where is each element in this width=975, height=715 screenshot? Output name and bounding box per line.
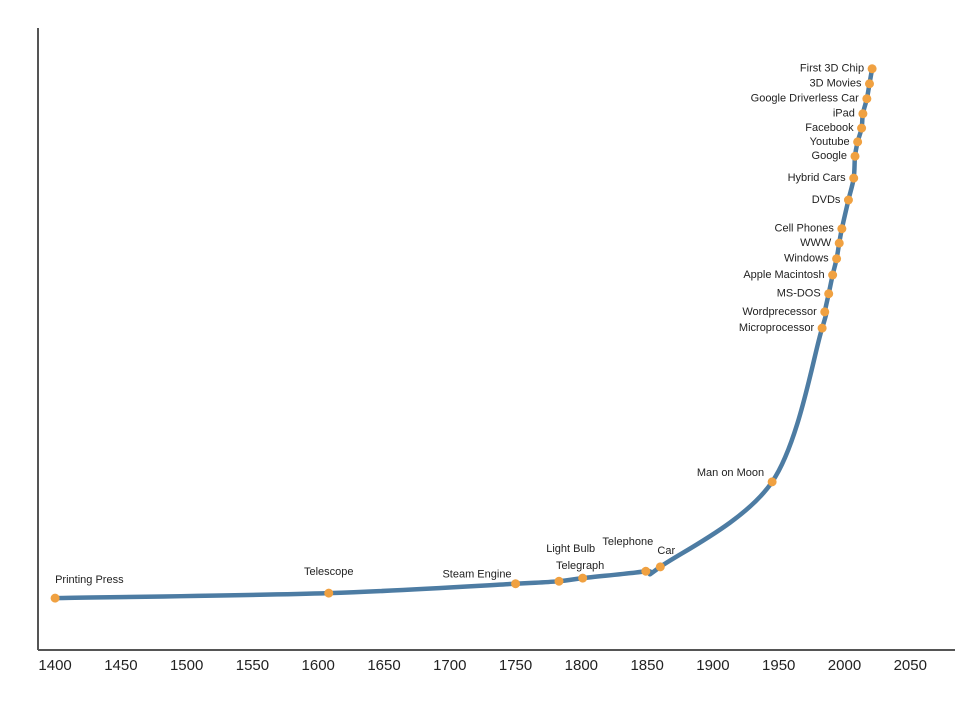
event-label: Man on Moon: [697, 467, 764, 479]
event-point: [554, 576, 564, 586]
x-tick-label: 1800: [565, 657, 598, 674]
x-tick-label: 1750: [499, 657, 532, 674]
event-label: Google Driverless Car: [751, 93, 860, 105]
event-point: [324, 588, 334, 598]
event-label: Youtube: [810, 136, 850, 148]
event-point: [817, 323, 827, 333]
event-label: Google: [812, 150, 847, 162]
x-tick-label: 1850: [630, 657, 663, 674]
event-point: [832, 254, 842, 264]
event-label: Telegraph: [556, 560, 604, 572]
event-point: [837, 224, 847, 234]
event-label: First 3D Chip: [800, 63, 864, 75]
x-tick-label: 1700: [433, 657, 466, 674]
event-label: Light Bulb: [546, 543, 595, 555]
x-tick-label: 1500: [170, 657, 203, 674]
event-point: [843, 195, 853, 205]
event-label: MS-DOS: [777, 288, 821, 300]
x-tick-label: 1600: [302, 657, 335, 674]
event-point: [862, 94, 872, 104]
x-tick-label: 1450: [104, 657, 137, 674]
event-label: Microprocessor: [739, 322, 815, 334]
x-tick-label: 2050: [894, 657, 927, 674]
event-point: [641, 566, 651, 576]
event-label: Facebook: [805, 122, 854, 134]
event-point: [834, 238, 844, 248]
event-point: [864, 79, 874, 89]
event-label: 3D Movies: [810, 78, 862, 90]
event-label: iPad: [833, 108, 855, 120]
event-point: [767, 477, 777, 487]
event-label: Steam Engine: [442, 569, 511, 581]
event-point: [850, 151, 860, 161]
x-tick-label: 1950: [762, 657, 795, 674]
event-label: DVDs: [812, 194, 841, 206]
event-point: [824, 289, 834, 299]
event-label: Telescope: [304, 566, 354, 578]
event-point: [578, 573, 588, 583]
event-label: Windows: [784, 253, 829, 265]
event-label: Telephone: [602, 536, 653, 548]
x-tick-label: 1650: [367, 657, 400, 674]
x-tick-label: 1550: [236, 657, 269, 674]
x-tick-label: 1900: [696, 657, 729, 674]
event-point: [857, 123, 867, 133]
event-point: [849, 173, 859, 183]
event-point: [511, 579, 521, 589]
event-point: [50, 593, 60, 603]
event-label: Car: [657, 545, 675, 557]
event-point: [867, 64, 877, 74]
event-point: [858, 109, 868, 119]
event-label: Hybrid Cars: [788, 172, 847, 184]
event-label: Printing Press: [55, 574, 124, 586]
x-tick-label: 1400: [38, 657, 71, 674]
x-tick-label: 2000: [828, 657, 861, 674]
event-label: Apple Macintosh: [743, 269, 824, 281]
event-label: Cell Phones: [775, 223, 835, 235]
event-point: [820, 307, 830, 317]
event-point: [853, 137, 863, 147]
event-point: [828, 270, 838, 280]
event-point: [655, 562, 665, 572]
event-label: Wordprecessor: [742, 306, 817, 318]
event-label: WWW: [800, 237, 832, 249]
